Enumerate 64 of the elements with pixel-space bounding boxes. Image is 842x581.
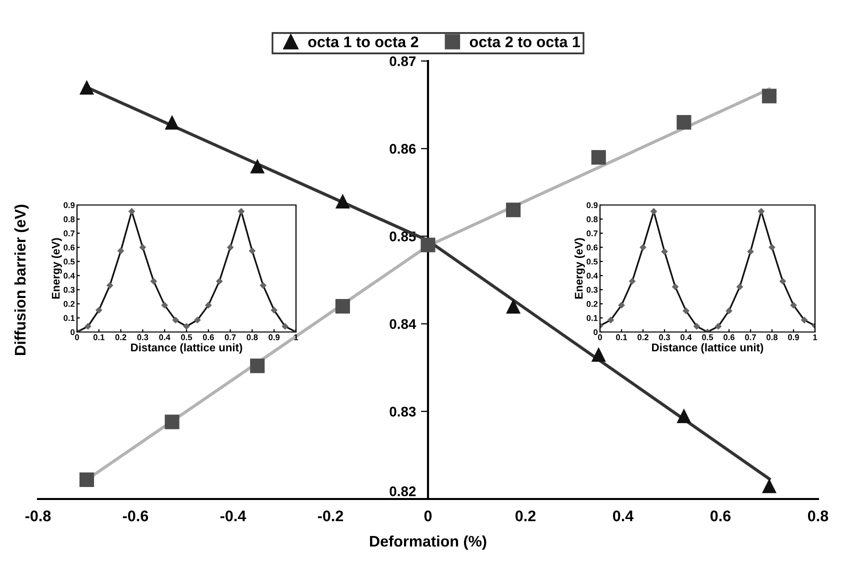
y-tick-label: 0.8 — [586, 216, 598, 222]
x-tick-label: 0.6 — [724, 334, 734, 340]
y-tick-label: 0.8 — [64, 216, 75, 222]
y-tick-label: 0 — [70, 329, 75, 336]
y-tick-label: 0.9 — [586, 202, 598, 208]
y-tick-label: 0.82 — [390, 486, 416, 496]
y-axis-title: Energy (eV) — [52, 238, 62, 299]
y-tick-label: 0 — [594, 329, 598, 336]
y-tick-label: 0.83 — [390, 406, 416, 417]
x-tick-label: 0.4 — [612, 510, 634, 522]
y-tick-label: 0.3 — [586, 286, 598, 293]
legend-label: octa 2 to octa 1 — [470, 36, 580, 48]
y-tick-label: 0.87 — [390, 56, 416, 66]
x-tick-label: 0.2 — [115, 334, 126, 340]
x-tick-label: 0 — [598, 334, 602, 340]
x-tick-label: 0.3 — [659, 334, 670, 340]
y-tick-label: 0.9 — [64, 202, 75, 208]
y-tick-label: 0.2 — [586, 300, 598, 307]
x-tick-label: 0.2 — [515, 510, 536, 522]
x-tick-label: 0.4 — [159, 334, 170, 340]
x-tick-label: 0.1 — [616, 334, 628, 340]
x-tick-label: 0 — [424, 510, 432, 522]
x-tick-label: 0.4 — [680, 334, 692, 340]
x-tick-label: -0.4 — [220, 510, 246, 522]
x-tick-label: 0.8 — [246, 334, 258, 340]
x-tick-label: -0.6 — [122, 510, 148, 522]
y-tick-label: 0.6 — [586, 244, 598, 250]
y-tick-label: 0.1 — [586, 315, 598, 321]
x-tick-label: 0.1 — [93, 334, 104, 340]
x-tick-label: 0.3 — [137, 334, 148, 340]
x-tick-label: 0.9 — [268, 334, 280, 340]
legend-label: octa 1 to octa 2 — [308, 36, 418, 48]
x-axis-title: Distance (lattice unit) — [652, 343, 764, 354]
x-tick-label: 0.6 — [710, 510, 731, 522]
y-tick-label: 0.5 — [64, 258, 75, 265]
x-tick-label: 0.7 — [224, 334, 236, 340]
y-tick-label: 0.3 — [64, 286, 75, 293]
x-tick-label: 0.9 — [788, 334, 799, 340]
y-tick-label: 0.84 — [390, 319, 416, 329]
x-tick-label: 0.6 — [202, 334, 214, 340]
x-tick-label: 0.5 — [702, 334, 714, 340]
x-tick-label: -0.8 — [25, 510, 51, 522]
x-tick-label: 1 — [813, 334, 818, 340]
x-tick-label: -0.2 — [318, 510, 344, 522]
x-tick-label: 0.8 — [766, 334, 778, 340]
y-tick-label: 0.5 — [586, 258, 598, 265]
x-axis-title: Deformation (%) — [370, 535, 486, 550]
y-tick-label: 0.2 — [64, 300, 75, 307]
x-tick-label: 0.2 — [638, 334, 648, 340]
y-axis-title: Energy (eV) — [574, 238, 585, 299]
x-tick-label: 1 — [294, 334, 298, 340]
y-tick-label: 0.7 — [586, 230, 598, 236]
x-tick-label: 0 — [75, 334, 79, 340]
x-tick-label: 0.7 — [745, 334, 756, 340]
y-axis-title: Diffusion barrier (eV) — [14, 204, 29, 355]
y-tick-label: 0.1 — [64, 315, 75, 321]
y-tick-label: 0.6 — [64, 244, 75, 250]
x-tick-label: 0.5 — [181, 334, 192, 340]
x-axis-title: Distance (lattice unit) — [131, 343, 242, 354]
y-tick-label: 0.86 — [390, 144, 416, 154]
x-tick-label: 0.8 — [808, 510, 828, 522]
y-tick-label: 0.4 — [64, 272, 75, 279]
y-tick-label: 0.4 — [586, 272, 598, 279]
y-tick-label: 0.7 — [64, 230, 75, 236]
